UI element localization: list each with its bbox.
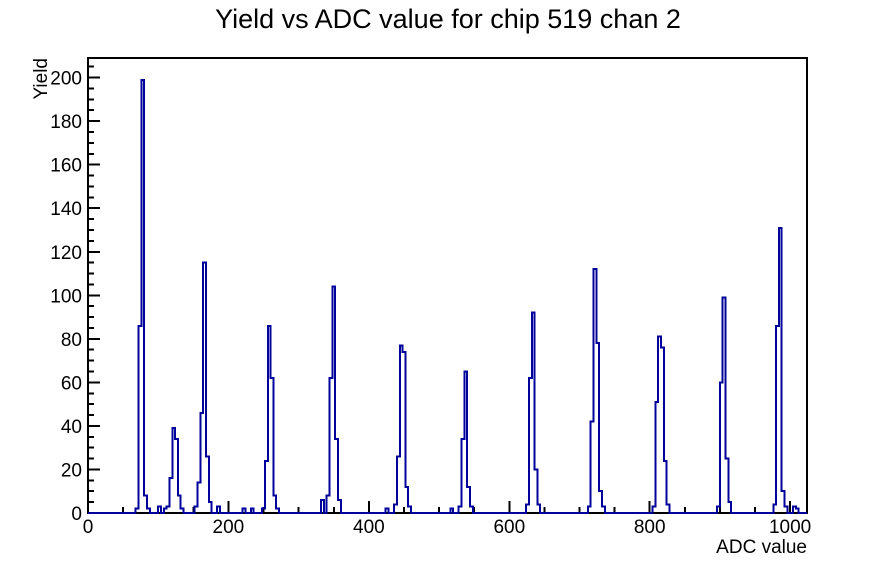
x-tick-label: 1000: [769, 517, 811, 538]
chart-title: Yield vs ADC value for chip 519 chan 2: [215, 4, 681, 34]
x-tick-label: 400: [353, 517, 385, 538]
y-tick-label: 40: [61, 417, 82, 438]
x-tick-label: 800: [634, 517, 666, 538]
y-tick-label: 0: [71, 504, 82, 525]
y-tick-label: 120: [50, 243, 82, 264]
y-tick-label: 180: [50, 112, 82, 133]
y-tick-label: 20: [61, 461, 82, 482]
y-tick-label: 140: [50, 199, 82, 220]
y-tick-label: 100: [50, 286, 82, 307]
y-tick-label: 200: [50, 69, 82, 90]
y-tick-label: 160: [50, 156, 82, 177]
x-tick-label: 0: [83, 517, 94, 538]
y-tick-label: 80: [61, 330, 82, 351]
histogram-line: [88, 78, 807, 514]
y-axis-title: Yield: [31, 58, 52, 100]
y-tick-label: 60: [61, 373, 82, 394]
x-tick-label: 600: [493, 517, 525, 538]
x-axis-title: ADC value: [716, 537, 807, 558]
x-tick-label: 200: [213, 517, 245, 538]
axis-tick-labels: 0 200 400 600 800 1000 0 20 40 60 80 100 120 140 160 18…: [50, 69, 811, 538]
